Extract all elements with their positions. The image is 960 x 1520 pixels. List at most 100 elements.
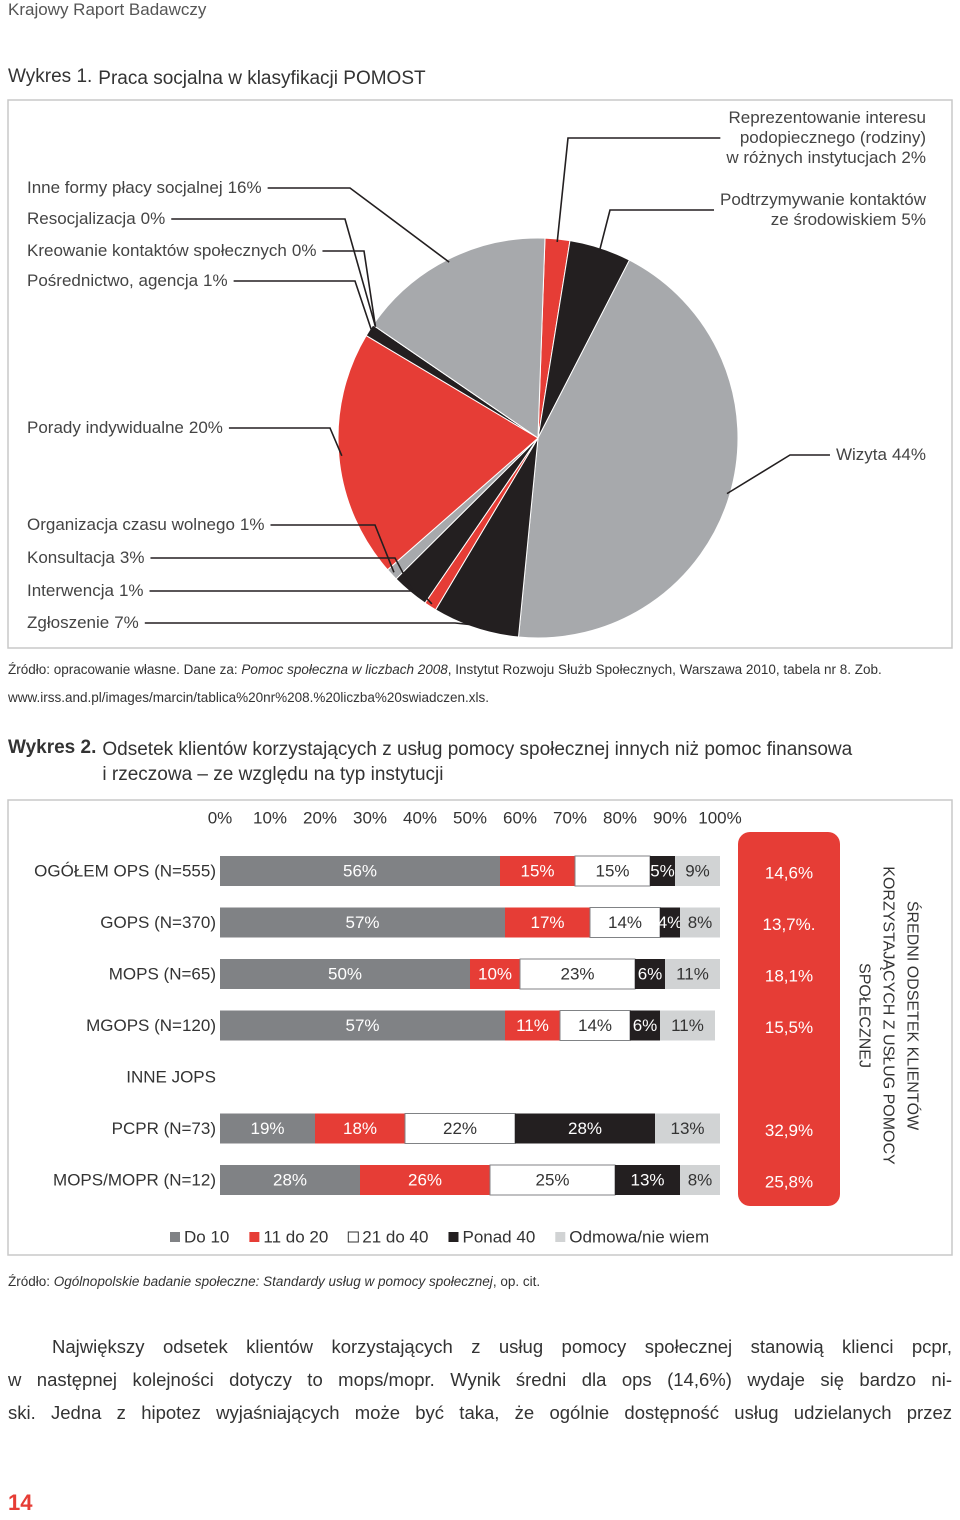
slice-label: Podtrzymywanie kontaktów ze środowiskiem… [720, 190, 926, 230]
leader-line [171, 218, 377, 327]
average-value: 18,1% [765, 967, 813, 986]
legend-label: Do 10 [184, 1228, 229, 1247]
bar-value-label: 28% [568, 1119, 602, 1138]
slice-label-value: 44% [891, 445, 926, 464]
category-label: MOPS (N=65) [109, 965, 216, 984]
slice-label: Zgłoszenie 7% [27, 613, 139, 633]
slice-label-value: 20% [188, 418, 223, 437]
slice-label: Reprezentowanie interesu podopiecznego (… [726, 108, 926, 168]
bar-value-label: 23% [560, 965, 594, 984]
category-label: GOPS (N=370) [100, 913, 216, 932]
text-line: w następnej kolejności dotyczy to mops/m… [8, 1369, 952, 1390]
leader-line [233, 280, 373, 333]
bar-value-label: 13% [630, 1171, 664, 1190]
bar-segment [489, 1164, 616, 1196]
average-value: 15,5% [765, 1018, 813, 1037]
bar-value-label: 18% [343, 1119, 377, 1138]
legend-swatch [555, 1232, 566, 1242]
legend-swatch [347, 1231, 359, 1243]
x-tick-label: 10% [253, 809, 287, 828]
bar-value-label: 6% [638, 965, 663, 984]
bar-segment [680, 1165, 720, 1195]
bar-value-label: 50% [328, 965, 362, 984]
slice-label-name: Pośrednictwo, agencja [27, 271, 199, 290]
bar-segment [630, 1010, 660, 1041]
bar-segment [660, 1010, 715, 1041]
bar-segment [574, 855, 651, 887]
bar-segment [505, 907, 590, 938]
x-tick-label: 70% [553, 809, 587, 828]
leader-line [598, 209, 715, 252]
body-text: Największy odsetek klientów korzystający… [8, 1330, 952, 1429]
source-suffix: , Instytut Rozwoju Służb Społecznych, Wa… [8, 662, 882, 705]
x-tick-label: 90% [653, 809, 687, 828]
source-note: Źródło: opracowanie własne. Dane za: Pom… [8, 656, 952, 712]
category-label: PCPR (N=73) [112, 1119, 216, 1138]
category-label: OGÓŁEM OPS (N=555) [34, 862, 216, 881]
slice-label-value: 1% [118, 581, 144, 600]
bar-value-label: 15% [595, 862, 629, 881]
bar-value-label: 11% [676, 965, 709, 984]
bar-segment [404, 1113, 516, 1144]
bar-segment [220, 959, 470, 989]
bar-value-label: 14% [608, 913, 642, 932]
x-tick-label: 60% [503, 809, 537, 828]
bar-value-label: 4% [658, 913, 683, 932]
chart-title: Wykres 2. Odsetek klientów korzystających… [8, 737, 852, 787]
average-value: 32,9% [765, 1121, 813, 1140]
legend-swatch [448, 1232, 459, 1242]
chart-number: Wykres 1. [8, 66, 93, 87]
bar-segment [675, 856, 720, 886]
leader-line [270, 524, 395, 573]
x-tick-label: 100% [698, 809, 741, 828]
bar-segment [635, 959, 665, 989]
x-tick-label: 30% [353, 809, 387, 828]
bar-segment [650, 856, 675, 886]
source-title: Pomoc społeczna w liczbach 2008 [241, 662, 448, 677]
category-label: MOPS/MOPR (N=12) [53, 1171, 216, 1190]
slice-label: Wizyta 44% [836, 445, 926, 465]
slice-label: Organizacja czasu wolnego 1% [27, 515, 264, 535]
slice-label: Porady indywidualne 20% [27, 418, 223, 438]
leader-line [149, 590, 433, 605]
bar-value-label: 11% [671, 1016, 704, 1035]
bar-segment [660, 907, 680, 938]
bar-segment [220, 1165, 360, 1195]
average-column-title: ŚREDNI ODSETEK KLIENTÓW KORZYSTAJĄCYCH Z… [855, 866, 921, 1165]
bar-segment [500, 856, 575, 886]
legend-swatch [170, 1232, 180, 1242]
leader-line [726, 454, 830, 495]
legend-label: Odmowa/nie wiem [569, 1228, 709, 1247]
bar-value-label: 56% [343, 862, 377, 881]
bar-value-label: 8% [688, 1171, 713, 1190]
running-header: Krajowy Raport Badawczy [8, 0, 207, 19]
chart-title-text: Praca socjalna w klasyfikacji POMOST [98, 68, 426, 89]
slice-label-value: 0% [291, 241, 317, 260]
legend-label: Ponad 40 [462, 1228, 535, 1247]
slice-label-value: 3% [119, 548, 145, 567]
source-title: Ogólnopolskie badanie społeczne: Standar… [53, 1274, 493, 1289]
bar-value-label: 11% [516, 1016, 549, 1035]
bar-segment [655, 1113, 720, 1144]
bar-value-label: 25% [535, 1171, 569, 1190]
pie-slice [337, 334, 539, 571]
legend-label: 21 do 40 [362, 1228, 428, 1247]
x-tick-label: 80% [603, 809, 637, 828]
text-line: Największy odsetek klientów korzystający… [52, 1336, 952, 1357]
average-value: 14,6% [765, 864, 813, 883]
slice-label: Resocjalizacja 0% [27, 209, 165, 229]
bar-value-label: 15% [520, 862, 554, 881]
source-note: Źródło: Ogólnopolskie badanie społeczne:… [8, 1268, 952, 1296]
average-value: 25,8% [765, 1173, 813, 1192]
bar-segment [519, 958, 636, 990]
leader-line [322, 250, 377, 327]
slice-label: Interwencja 1% [27, 581, 144, 601]
legend-swatch [249, 1232, 260, 1242]
slice-label-value: 16% [227, 178, 262, 197]
slice-label-name: Podtrzymywanie kontaktów ze środowiskiem [720, 190, 926, 229]
bar-segment [680, 907, 720, 938]
chart-number: Wykres 2. [8, 737, 97, 758]
bar-value-label: 10% [478, 965, 512, 984]
